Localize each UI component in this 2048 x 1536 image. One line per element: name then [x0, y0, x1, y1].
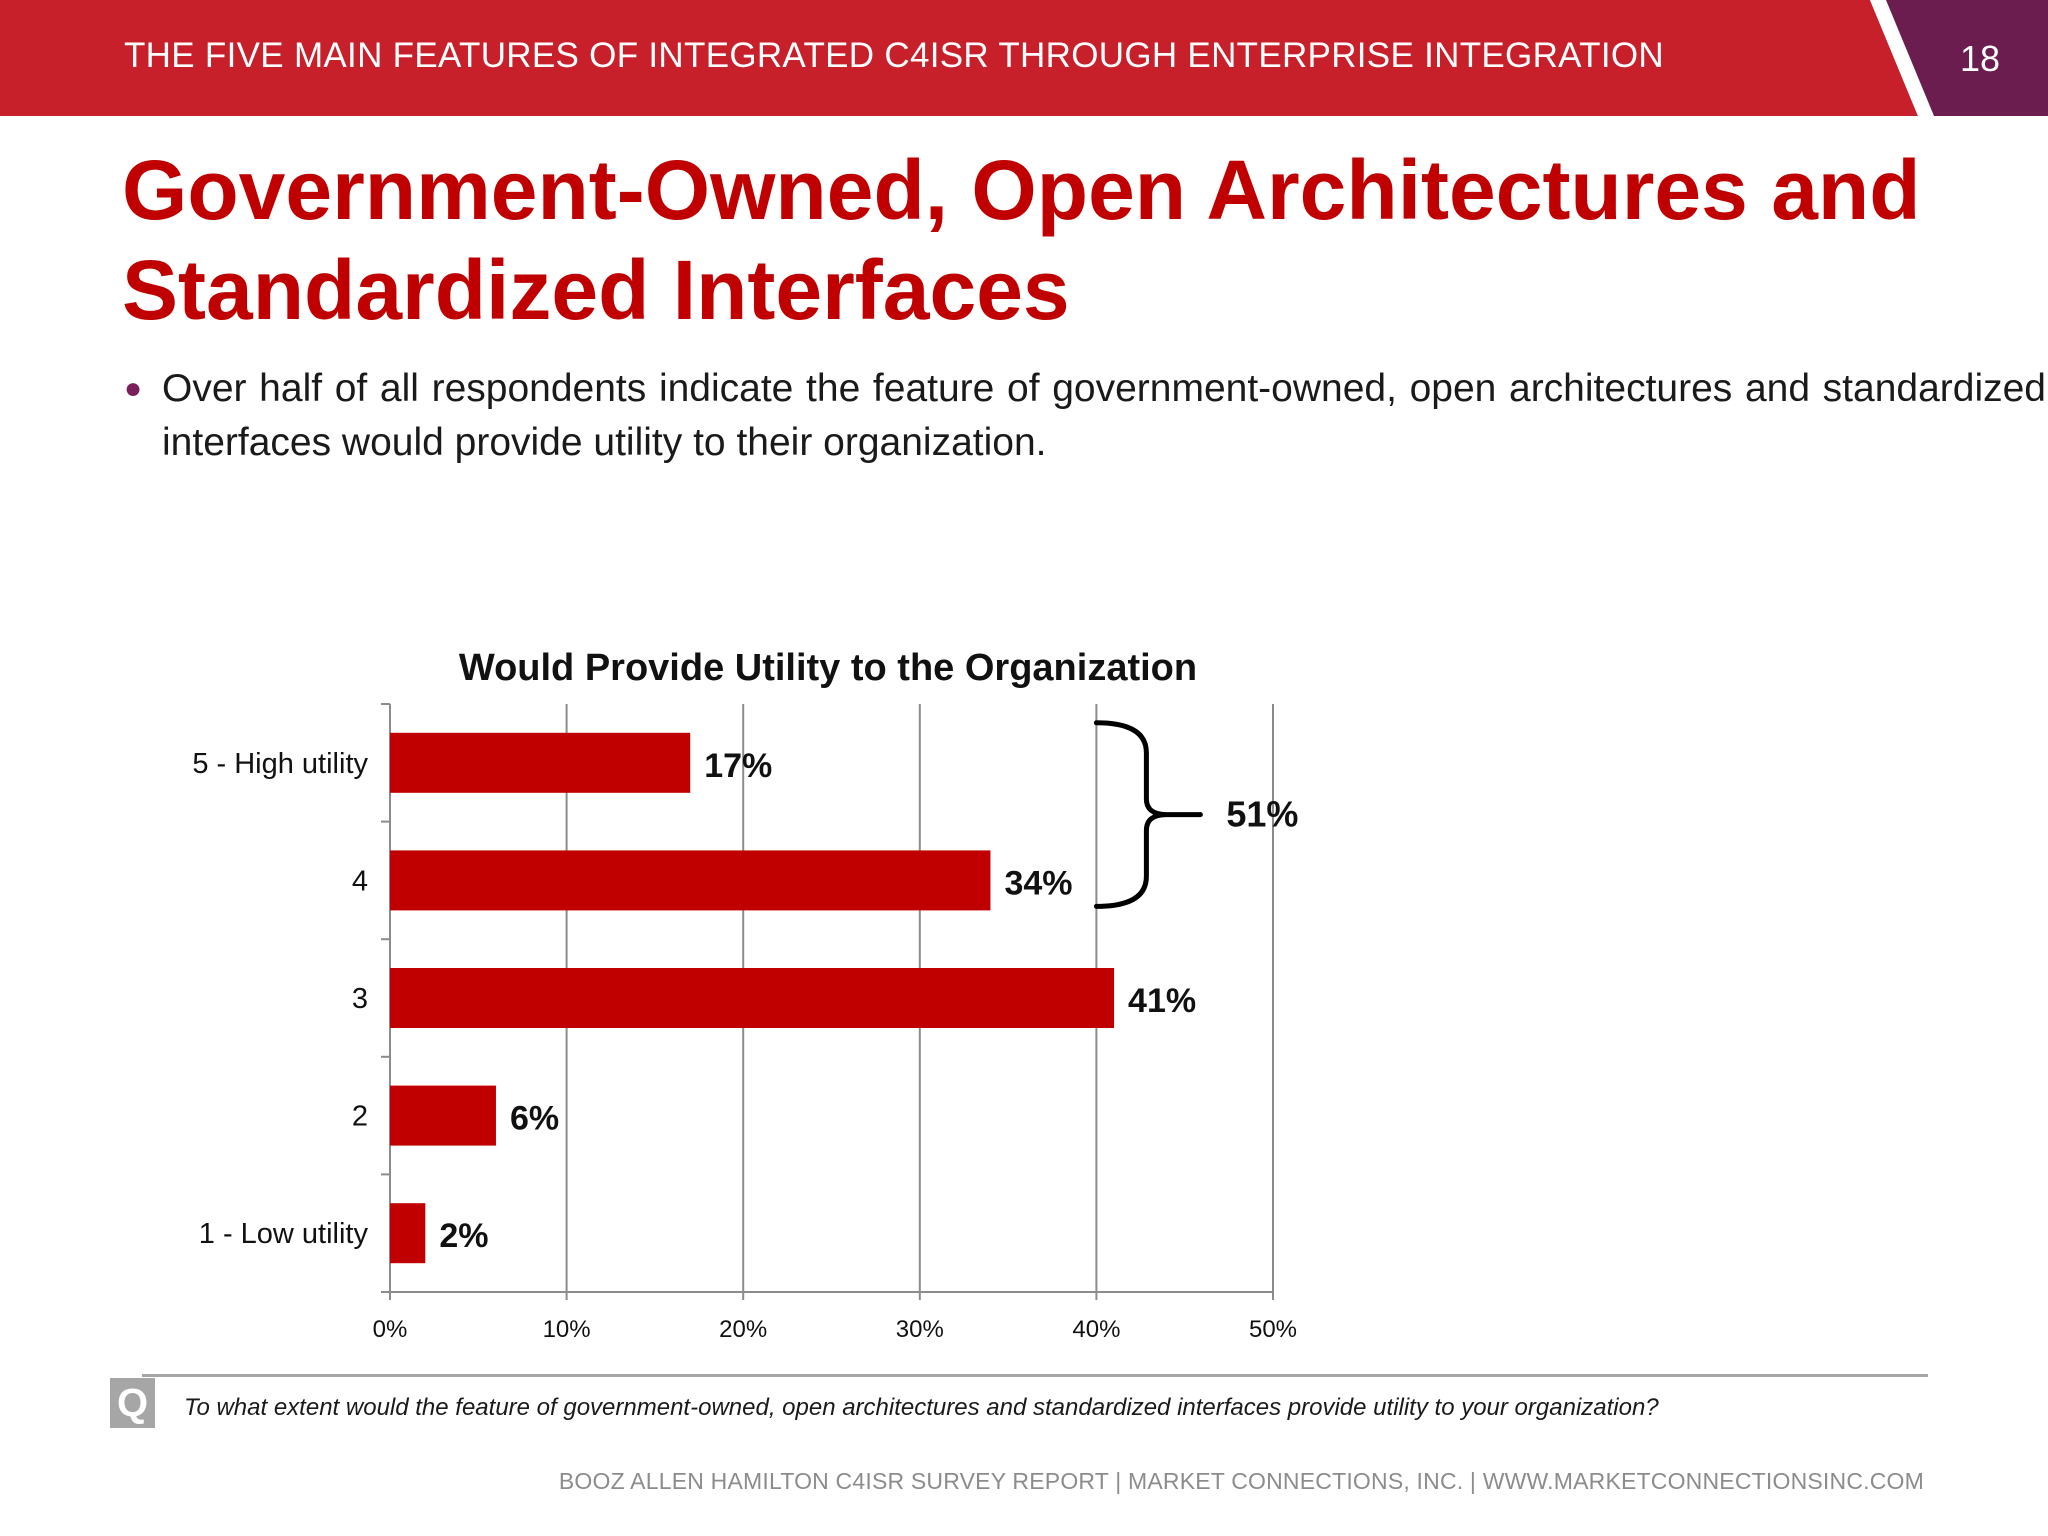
chart-title: Would Provide Utility to the Organizatio…: [459, 647, 1197, 689]
x-tick-label: 0%: [373, 1316, 408, 1343]
bar: [390, 968, 1115, 1028]
bar: [390, 850, 991, 911]
data-label: 17%: [704, 747, 772, 785]
category-label: 5 - High utility: [192, 748, 368, 780]
x-tick-label: 30%: [896, 1316, 944, 1343]
category-label: 3: [352, 983, 368, 1015]
category-label: 1 - Low utility: [199, 1218, 369, 1250]
header-band: [0, 0, 2048, 116]
bar: [390, 1203, 426, 1264]
category-label: 2: [352, 1101, 368, 1133]
header-title: THE FIVE MAIN FEATURES OF INTEGRATED C4I…: [124, 36, 1664, 75]
bar: [390, 1085, 496, 1146]
page-number: 18: [1959, 38, 2001, 79]
bar: [390, 732, 691, 793]
x-tick-label: 10%: [543, 1316, 591, 1343]
group-total-label: 51%: [1226, 794, 1298, 835]
slide-title: Government-Owned, Open Architectures and…: [122, 143, 1921, 337]
x-tick-label: 20%: [719, 1316, 767, 1343]
footer-text: BOOZ ALLEN HAMILTON C4ISR SURVEY REPORT …: [558, 1468, 1924, 1494]
x-tick-label: 40%: [1072, 1316, 1120, 1343]
bullet-dot-icon: ●: [124, 372, 143, 405]
data-label: 6%: [510, 1100, 559, 1138]
data-label: 41%: [1128, 982, 1196, 1020]
grouping-brace: [1093, 720, 1203, 909]
x-tick-label: 50%: [1249, 1316, 1297, 1343]
question-divider: [142, 1374, 1928, 1377]
bullet-text: Over half of all respondents indicate th…: [162, 367, 2046, 464]
data-label: 2%: [439, 1217, 488, 1255]
question-text: To what extent would the feature of gove…: [184, 1394, 1659, 1421]
question-icon: Q: [110, 1378, 155, 1428]
data-label: 34%: [1004, 864, 1072, 902]
category-label: 4: [352, 865, 368, 897]
